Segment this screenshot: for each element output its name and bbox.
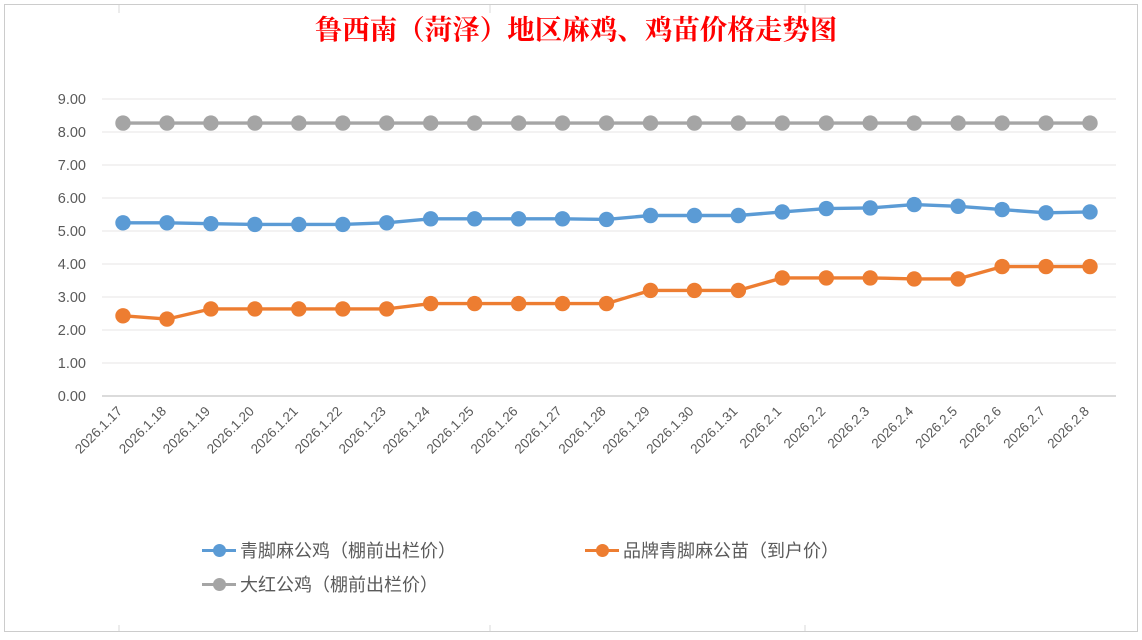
svg-text:0.00: 0.00: [58, 389, 86, 405]
svg-text:2026.1.18: 2026.1.18: [116, 404, 169, 457]
svg-text:2026.1.30: 2026.1.30: [643, 404, 696, 457]
svg-text:2026.1.29: 2026.1.29: [600, 404, 653, 457]
svg-text:2026.2.5: 2026.2.5: [912, 404, 960, 452]
svg-text:2026.1.31: 2026.1.31: [687, 404, 740, 457]
svg-text:2.00: 2.00: [58, 323, 86, 339]
svg-text:2026.2.2: 2026.2.2: [781, 404, 829, 452]
svg-text:2026.1.19: 2026.1.19: [160, 404, 213, 457]
svg-text:2026.1.26: 2026.1.26: [468, 404, 521, 457]
svg-text:2026.1.17: 2026.1.17: [72, 404, 125, 457]
svg-text:2026.1.21: 2026.1.21: [248, 404, 301, 457]
svg-text:2026.2.1: 2026.2.1: [737, 404, 785, 452]
svg-text:3.00: 3.00: [58, 290, 86, 306]
svg-text:2026.2.3: 2026.2.3: [825, 404, 873, 452]
svg-text:2026.1.22: 2026.1.22: [292, 404, 345, 457]
svg-text:2026.1.28: 2026.1.28: [556, 404, 609, 457]
svg-text:2026.2.8: 2026.2.8: [1044, 404, 1092, 452]
svg-text:2026.1.27: 2026.1.27: [512, 404, 565, 457]
svg-text:1.00: 1.00: [58, 356, 86, 372]
svg-text:4.00: 4.00: [58, 257, 86, 273]
svg-text:9.00: 9.00: [58, 92, 86, 108]
svg-text:7.00: 7.00: [58, 158, 86, 174]
svg-text:2026.2.6: 2026.2.6: [956, 404, 1004, 452]
svg-text:2026.1.23: 2026.1.23: [336, 404, 389, 457]
svg-text:2026.1.20: 2026.1.20: [204, 404, 257, 457]
svg-text:5.00: 5.00: [58, 224, 86, 240]
svg-text:8.00: 8.00: [58, 125, 86, 141]
svg-text:2026.2.4: 2026.2.4: [869, 403, 917, 451]
svg-text:6.00: 6.00: [58, 191, 86, 207]
svg-text:2026.1.25: 2026.1.25: [424, 404, 477, 457]
svg-text:2026.2.7: 2026.2.7: [1000, 404, 1048, 452]
